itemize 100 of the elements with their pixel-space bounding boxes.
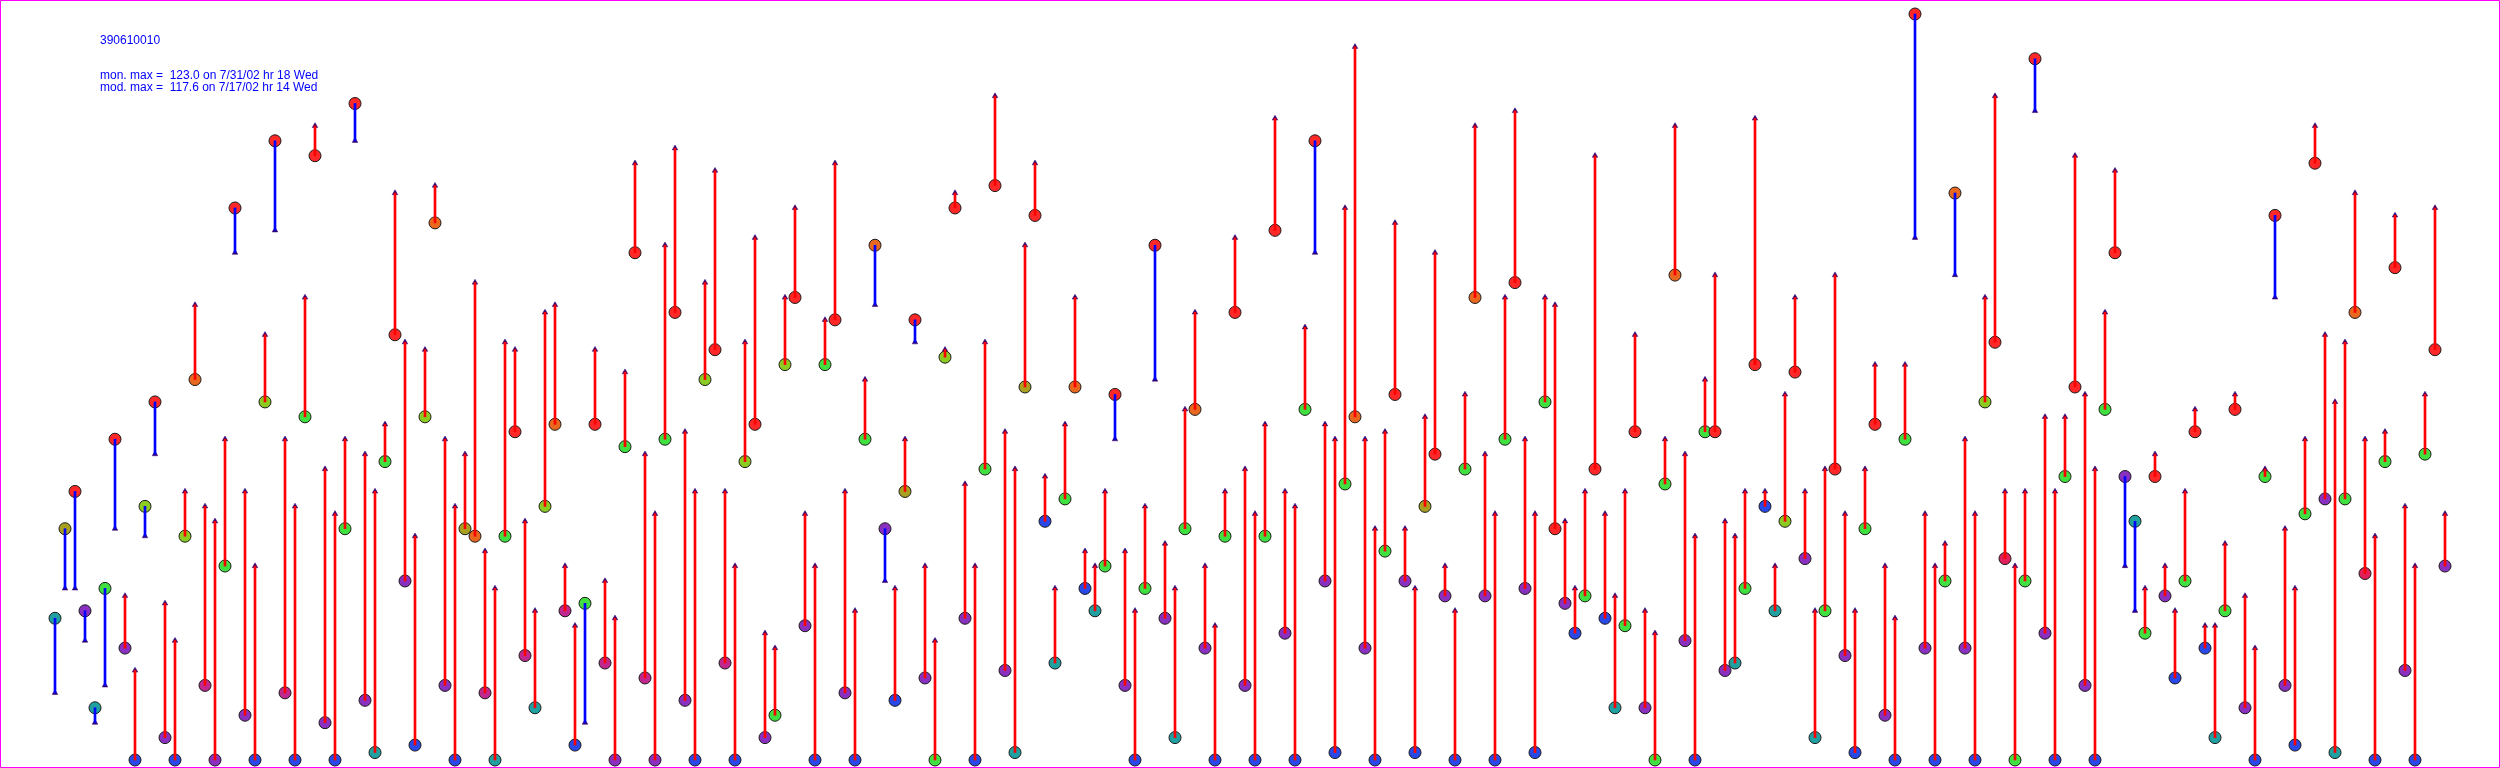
candlestick: [123, 595, 127, 649]
candlestick: [653, 513, 657, 761]
candlestick: [983, 341, 987, 470]
candlestick: [2043, 416, 2047, 634]
candlestick: [1833, 274, 1837, 470]
candlestick: [1123, 550, 1127, 686]
candlestick: [483, 550, 487, 694]
candlestick: [573, 625, 577, 746]
candlestick: [1023, 244, 1027, 388]
candlestick: [923, 565, 927, 679]
candlestick: [363, 453, 367, 701]
candlestick: [1483, 453, 1487, 597]
candlestick: [613, 617, 617, 761]
candlestick: [1503, 296, 1507, 440]
candlestick: [553, 304, 557, 425]
candlestick: [1703, 379, 1707, 433]
candlestick: [1403, 528, 1407, 582]
candlestick: [1373, 528, 1377, 761]
candlestick: [713, 170, 717, 351]
candlestick: [473, 282, 477, 537]
candlestick: [2113, 170, 2117, 254]
candlestick: [283, 438, 287, 694]
candlestick: [2093, 468, 2097, 761]
candlestick: [1313, 140, 1317, 254]
annotation: mon. max = 123.0 on 7/31/02 hr 18 Wed: [100, 68, 319, 83]
candlestick: [1423, 416, 1427, 507]
candlestick: [593, 349, 597, 425]
candlestick: [63, 528, 67, 589]
candlestick: [1033, 162, 1037, 216]
candlestick: [1643, 610, 1647, 709]
candlestick: [963, 483, 967, 619]
annotation: mod. max = 117.6 on 7/17/02 hr 14 Wed: [100, 80, 318, 95]
candlestick: [2303, 438, 2307, 515]
candlestick: [563, 565, 567, 612]
candlestick: [333, 513, 337, 761]
candlestick: [1923, 513, 1927, 649]
candlestick: [833, 162, 837, 321]
candlestick: [1693, 535, 1697, 761]
candlestick: [533, 610, 537, 709]
candlestick: [2033, 58, 2037, 112]
candlestick: [1543, 296, 1547, 403]
candlestick: [2013, 565, 2017, 761]
candlestick: [853, 610, 857, 761]
candlestick: [253, 565, 257, 761]
candlestick: [1063, 423, 1067, 500]
candlestick: [233, 207, 237, 254]
candlestick: [603, 580, 607, 664]
candlestick: [1873, 364, 1877, 425]
candlestick: [273, 140, 277, 231]
candlestick: [903, 438, 907, 492]
candlestick: [863, 379, 867, 440]
candlestick: [2063, 416, 2067, 478]
candlestick: [2163, 565, 2167, 597]
candlestick: [1433, 252, 1437, 455]
candlestick: [2263, 468, 2267, 478]
candlestick: [1893, 617, 1897, 761]
candlestick: [973, 565, 977, 761]
candlestick: [53, 617, 57, 694]
candlestick: [313, 125, 317, 157]
candlestick: [2443, 513, 2447, 567]
candlestick: [1163, 543, 1167, 619]
candlestick: [443, 438, 447, 686]
candlestick: [1633, 334, 1637, 433]
candlestick: [1913, 13, 1917, 239]
candlestick: [1393, 222, 1397, 395]
candlestick: [1963, 438, 1967, 649]
candlestick: [1203, 565, 1207, 649]
candlestick: [1093, 565, 1097, 612]
candlestick: [933, 640, 937, 761]
candlestick: [323, 468, 327, 724]
candlestick: [2133, 520, 2137, 612]
candlestick: [2223, 543, 2227, 612]
candlestick: [2123, 476, 2127, 567]
candlestick: [683, 431, 687, 701]
candlestick: [1043, 476, 1047, 522]
candlestick: [423, 349, 427, 418]
candlestick: [1863, 468, 1867, 530]
candlestick: [1653, 632, 1657, 761]
candlestick: [1733, 535, 1737, 664]
candlestick: [1993, 95, 1997, 343]
candlestick: [793, 207, 797, 298]
candlestick: [1793, 296, 1797, 373]
candlestick: [1323, 423, 1327, 582]
candlestick: [943, 349, 947, 358]
candlestick: [343, 438, 347, 530]
candlestick: [403, 341, 407, 582]
candlestick: [433, 185, 437, 224]
candlestick: [1523, 438, 1527, 589]
candlestick: [673, 147, 677, 313]
candlestick: [1563, 520, 1567, 604]
candlestick: [1003, 431, 1007, 671]
candlestick: [813, 565, 817, 761]
candlestick: [503, 341, 507, 537]
candlestick: [1253, 513, 1257, 761]
candlestick: [1903, 364, 1907, 440]
candlestick: [1473, 125, 1477, 298]
candlestick: [1973, 513, 1977, 761]
candlestick: [1953, 192, 1957, 276]
candlestick: [93, 707, 97, 724]
candlestick: [1613, 595, 1617, 709]
